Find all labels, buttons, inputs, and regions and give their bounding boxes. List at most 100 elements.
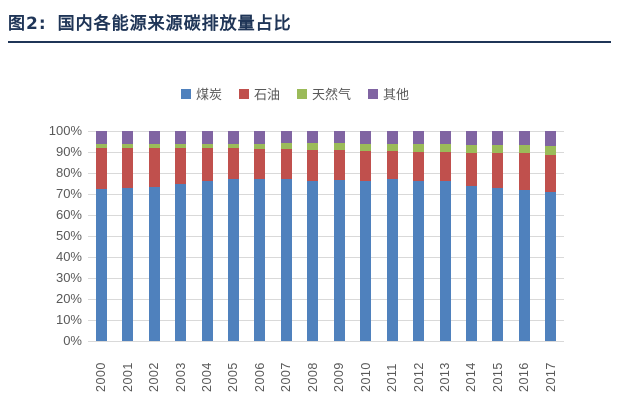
bar-segment-天然气 [280,142,292,149]
bar-2006 [254,131,266,341]
gridline [88,298,564,300]
bar-2005 [227,131,239,341]
y-axis-label: 50% [55,228,82,243]
bar-segment-煤炭 [280,179,292,341]
bar-segment-其他 [95,131,107,144]
bar-segment-其他 [175,131,187,144]
bar-2017 [545,131,557,341]
gridline [88,130,564,132]
x-axis-label: 2010 [358,362,373,392]
legend-item: 其他 [368,84,409,103]
bar-segment-天然气 [95,143,107,148]
legend-swatch-icon [181,88,191,99]
bar-segment-天然气 [465,144,477,154]
bar-segment-煤炭 [518,189,530,341]
bar-segment-其他 [254,131,266,144]
x-axis-label: 2006 [252,362,267,392]
bar-2002 [148,131,160,341]
bar-segment-天然气 [492,144,504,154]
bar-2012 [413,131,425,341]
bar-segment-其他 [518,131,530,145]
x-axis-label: 2004 [200,362,214,392]
bar-segment-煤炭 [148,186,160,341]
bar-segment-天然气 [386,143,398,151]
gridline [88,172,564,174]
bar-2011 [386,131,398,341]
gridline [88,235,564,237]
bar-segment-天然气 [254,143,266,149]
bar-segment-煤炭 [360,181,372,341]
bar-segment-煤炭 [545,191,557,341]
bar-segment-其他 [413,131,425,144]
bar-2015 [492,131,504,341]
bar-2007 [280,131,292,341]
bar-segment-天然气 [175,143,187,148]
bar-segment-石油 [122,147,134,188]
bar-segment-其他 [227,131,239,144]
figure-title: 图2: 国内各能源来源碳排放量占比 [8,9,292,34]
bar-segment-其他 [122,131,134,144]
legend-swatch-icon [297,88,308,99]
bar-segment-其他 [545,131,557,146]
title-underline [8,41,611,43]
figure-number: 图2: [8,14,47,34]
bar-segment-石油 [175,147,187,184]
bar-segment-煤炭 [254,179,266,341]
bar-segment-煤炭 [333,180,345,341]
y-axis-label: 30% [55,270,82,285]
bar-2013 [439,131,451,341]
bar-segment-石油 [518,153,530,190]
bar-segment-石油 [545,155,557,192]
y-axis-label: 20% [55,291,82,306]
bar-segment-煤炭 [492,187,504,341]
bar-2009 [333,131,345,341]
bar-segment-石油 [360,150,372,182]
y-axis-label: 0% [63,333,82,348]
gridline [88,340,564,342]
bar-segment-天然气 [122,143,134,148]
bar-2004 [201,131,213,341]
y-axis-label: 10% [55,312,82,327]
bar-segment-石油 [439,152,451,182]
bar-2000 [95,131,107,341]
bar-segment-石油 [148,147,160,187]
bar-segment-煤炭 [122,187,134,341]
legend-label: 其他 [383,87,410,102]
gridline [88,256,564,258]
bar-segment-煤炭 [386,179,398,341]
bar-segment-其他 [465,131,477,145]
gridline [88,193,564,195]
y-axis-label: 90% [55,144,82,159]
legend-item: 石油 [239,84,280,103]
legend-item: 煤炭 [181,84,222,103]
x-axis-label: 2003 [173,362,188,392]
x-axis-label: 2001 [120,362,135,392]
bar-segment-石油 [227,147,239,180]
bar-segment-其他 [492,131,504,145]
bar-segment-煤炭 [413,181,425,341]
bar-segment-天然气 [545,145,557,156]
bar-2010 [360,131,372,341]
legend-swatch-icon [239,88,250,99]
bar-segment-天然气 [201,143,213,148]
y-axis-label: 100% [48,123,82,138]
y-axis-label: 80% [55,165,82,180]
bar-segment-其他 [360,131,372,144]
x-axis-label: 2000 [94,362,109,392]
bar-segment-其他 [386,131,398,144]
bar-2016 [518,131,530,341]
bar-segment-煤炭 [439,181,451,341]
bar-segment-石油 [201,147,213,182]
legend-item: 天然气 [297,84,351,103]
x-axis-label: 2014 [464,362,479,392]
gridline [88,151,564,153]
bar-2003 [175,131,187,341]
bar-segment-煤炭 [175,183,187,341]
chart-legend: 煤炭 石油 天然气 其他 [181,84,409,103]
figure-title-text: 国内各能源来源碳排放量占比 [57,14,292,34]
legend-label: 石油 [254,87,281,102]
bar-2001 [122,131,134,341]
gridline [88,277,564,279]
bar-segment-石油 [307,149,319,182]
